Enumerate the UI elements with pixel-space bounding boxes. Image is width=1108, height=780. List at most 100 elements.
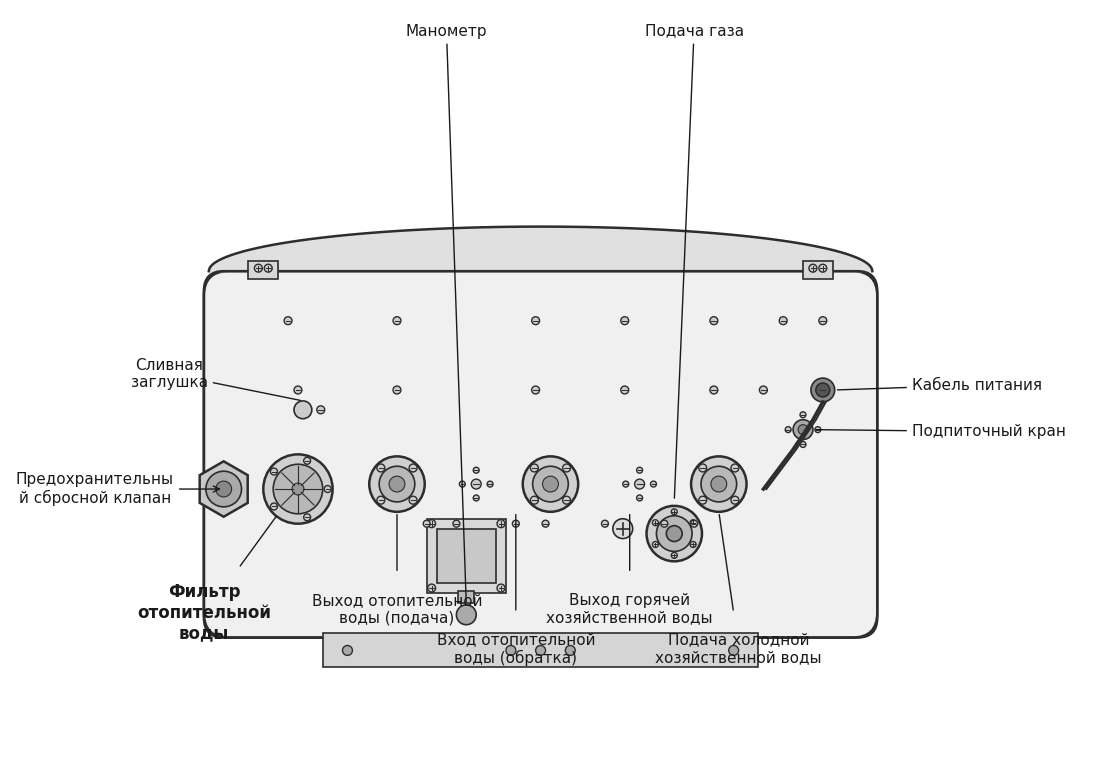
Circle shape	[206, 471, 242, 507]
Circle shape	[453, 520, 460, 527]
Circle shape	[532, 317, 540, 324]
Circle shape	[389, 476, 404, 492]
Circle shape	[379, 466, 414, 502]
Circle shape	[691, 456, 747, 512]
Circle shape	[731, 464, 739, 472]
Circle shape	[409, 464, 417, 472]
Circle shape	[699, 496, 707, 504]
Bar	[437, 529, 496, 583]
Circle shape	[620, 386, 628, 394]
Circle shape	[460, 481, 465, 487]
Circle shape	[497, 519, 505, 527]
Circle shape	[216, 481, 232, 497]
Circle shape	[294, 386, 301, 394]
Text: Манометр: Манометр	[406, 23, 488, 602]
Circle shape	[304, 457, 310, 464]
Circle shape	[779, 317, 787, 324]
Circle shape	[264, 455, 332, 523]
Circle shape	[428, 584, 435, 592]
Circle shape	[602, 520, 608, 527]
Text: Подача холодной
хозяйственной воды: Подача холодной хозяйственной воды	[655, 633, 822, 665]
Circle shape	[423, 520, 430, 527]
Circle shape	[701, 466, 737, 502]
Circle shape	[270, 503, 277, 510]
Text: Сливная
заглушка: Сливная заглушка	[131, 357, 300, 400]
Circle shape	[637, 495, 643, 501]
Text: Фильтр
отопительной
воды: Фильтр отопительной воды	[137, 583, 270, 643]
Circle shape	[369, 456, 424, 512]
Circle shape	[531, 496, 538, 504]
Circle shape	[814, 427, 821, 433]
Circle shape	[690, 520, 698, 527]
Circle shape	[666, 526, 683, 541]
Text: Подпиточный кран: Подпиточный кран	[815, 424, 1066, 439]
Text: Подача газа: Подача газа	[645, 23, 743, 498]
Circle shape	[656, 516, 692, 551]
Circle shape	[542, 520, 548, 527]
Circle shape	[255, 264, 263, 272]
Circle shape	[456, 604, 476, 625]
Circle shape	[428, 519, 435, 527]
Circle shape	[635, 479, 645, 489]
Text: Вход отопительной
воды (обратка): Вход отопительной воды (обратка)	[437, 633, 595, 666]
Circle shape	[798, 424, 808, 434]
Circle shape	[488, 481, 493, 487]
Circle shape	[304, 514, 310, 521]
Circle shape	[377, 464, 384, 472]
Circle shape	[563, 496, 571, 504]
Circle shape	[342, 646, 352, 655]
Circle shape	[800, 441, 806, 448]
FancyBboxPatch shape	[204, 271, 878, 637]
Circle shape	[473, 495, 479, 501]
Circle shape	[710, 386, 718, 394]
Text: Выход отопительной
воды (подача): Выход отопительной воды (подача)	[311, 593, 482, 626]
Circle shape	[815, 383, 830, 397]
Bar	[322, 633, 759, 667]
Circle shape	[393, 317, 401, 324]
Circle shape	[265, 264, 273, 272]
Circle shape	[565, 646, 575, 655]
Circle shape	[293, 483, 304, 495]
Circle shape	[623, 481, 628, 487]
Bar	[803, 261, 833, 279]
Circle shape	[294, 401, 311, 419]
Bar	[427, 519, 506, 593]
Circle shape	[699, 464, 707, 472]
Circle shape	[711, 476, 727, 492]
Circle shape	[473, 467, 479, 473]
Circle shape	[690, 541, 696, 548]
Text: Предохранительны
й сбросной клапан: Предохранительны й сбросной клапан	[16, 472, 219, 506]
Circle shape	[809, 264, 817, 272]
Circle shape	[523, 456, 578, 512]
Circle shape	[710, 317, 718, 324]
Circle shape	[471, 479, 481, 489]
Circle shape	[637, 467, 643, 473]
Circle shape	[543, 476, 558, 492]
Circle shape	[393, 386, 401, 394]
Circle shape	[759, 386, 768, 394]
Circle shape	[731, 496, 739, 504]
Circle shape	[274, 464, 322, 514]
Circle shape	[325, 486, 331, 492]
Circle shape	[653, 541, 658, 548]
Circle shape	[650, 481, 656, 487]
Circle shape	[786, 427, 791, 433]
Circle shape	[620, 317, 628, 324]
Circle shape	[613, 519, 633, 538]
Circle shape	[690, 519, 696, 526]
Circle shape	[270, 468, 277, 475]
Circle shape	[533, 466, 568, 502]
Circle shape	[800, 412, 806, 418]
Circle shape	[653, 519, 658, 526]
Circle shape	[532, 386, 540, 394]
Text: Выход горячей
хозяйственной воды: Выход горячей хозяйственной воды	[546, 593, 712, 626]
Circle shape	[819, 317, 827, 324]
Circle shape	[819, 264, 827, 272]
Circle shape	[660, 520, 668, 527]
Circle shape	[563, 464, 571, 472]
Circle shape	[671, 552, 677, 558]
Circle shape	[535, 646, 545, 655]
Bar	[248, 261, 278, 279]
Circle shape	[284, 317, 293, 324]
Circle shape	[531, 464, 538, 472]
